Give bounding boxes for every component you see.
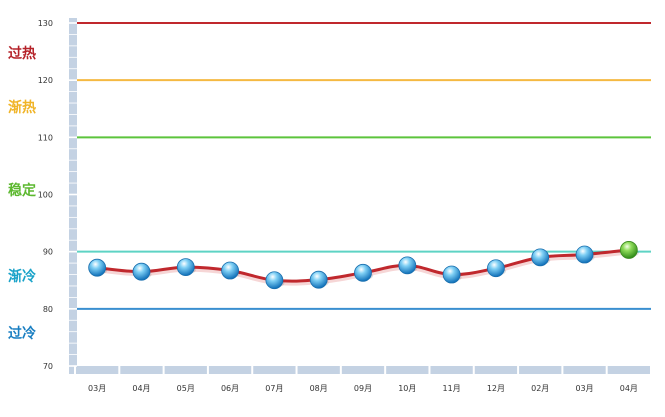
- data-point-11: [531, 248, 550, 267]
- x-tick-label: 11月: [443, 384, 461, 393]
- data-point-4: [221, 261, 239, 280]
- y-tick-label: 80: [43, 305, 53, 314]
- x-tick-label: 06月: [221, 384, 239, 393]
- y-tick-label: 110: [38, 133, 53, 142]
- zone-label: 稳定: [8, 182, 36, 199]
- y-tick-label: 130: [38, 19, 53, 28]
- x-tick-label: 03月: [575, 384, 593, 393]
- x-tick-label: 08月: [310, 384, 328, 393]
- data-point-12: [575, 245, 594, 264]
- data-point-13: [619, 241, 638, 259]
- y-tick-label: 70: [43, 362, 53, 371]
- x-tick-label: 10月: [398, 384, 416, 393]
- data-point-1: [88, 258, 107, 277]
- zone-label: 过冷: [8, 325, 36, 342]
- data-point-3: [176, 258, 195, 277]
- y-tick-label: 120: [38, 76, 53, 85]
- x-tick-label: 07月: [265, 384, 283, 393]
- x-tick-label: 03月: [88, 384, 106, 393]
- x-tick-label: 02月: [531, 384, 549, 393]
- data-point-6: [309, 270, 328, 289]
- x-tick-label: 04月: [132, 384, 150, 393]
- axes: [69, 18, 652, 374]
- zone-label: 渐热: [8, 99, 36, 116]
- data-points: [88, 241, 639, 290]
- x-tick-label: 12月: [487, 384, 505, 393]
- x-axis: [69, 366, 651, 374]
- data-point-7: [354, 263, 372, 282]
- x-tick-label: 05月: [177, 384, 195, 393]
- data-point-9: [442, 265, 461, 284]
- data-point-10: [487, 259, 505, 278]
- y-tick-label: 100: [38, 191, 53, 200]
- data-point-2: [132, 262, 151, 281]
- zone-label: 过热: [8, 45, 36, 62]
- reference-lines: [77, 22, 651, 310]
- y-tick-label: 90: [43, 248, 53, 257]
- data-point-8: [398, 256, 417, 275]
- x-tick-labels: 03月 04月 05月 06月 07月 08月 09月 10月 11月 12月 02月 03月 04月: [88, 384, 638, 393]
- x-tick-label: 04月: [620, 384, 638, 393]
- data-point-5: [265, 271, 284, 290]
- y-tick-labels: 70 80 90 100 110 120 130: [38, 19, 53, 371]
- zone-label: 渐冷: [8, 268, 36, 285]
- x-tick-label: 09月: [354, 384, 372, 393]
